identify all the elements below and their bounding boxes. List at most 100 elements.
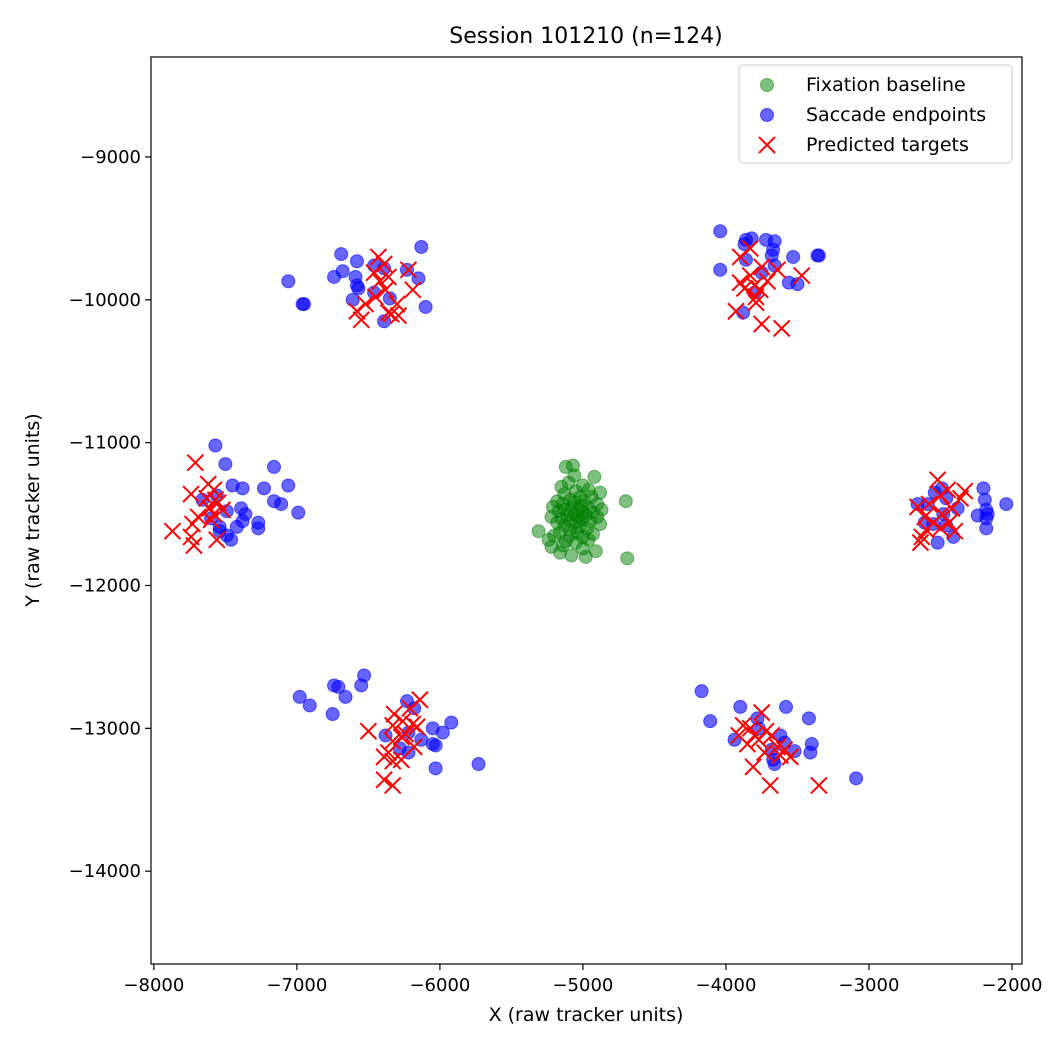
predicted-target-point	[755, 743, 774, 762]
predicted-target-point	[908, 498, 927, 516]
predicted-target-point	[366, 288, 385, 306]
y-tick-label: −12000	[69, 575, 141, 596]
saccade-endpoint-point	[801, 711, 816, 726]
predicted-target-point	[735, 279, 754, 298]
predicted-target-point	[375, 748, 393, 766]
predicted-target-point	[940, 513, 958, 532]
saccade-endpoint-point	[999, 497, 1014, 512]
legend-label-fixation: Fixation baseline	[806, 74, 966, 96]
predicted-target-point	[382, 305, 400, 323]
saccade-endpoint-point	[218, 457, 233, 472]
saccade-endpoint-point	[414, 239, 429, 254]
predicted-target-point	[773, 319, 791, 338]
saccade-endpoint-point	[378, 728, 393, 743]
legend-marker-saccade	[760, 108, 774, 122]
saccade-endpoint-point	[400, 262, 415, 277]
y-tick-label: −11000	[69, 433, 141, 454]
saccade-endpoint-point	[325, 707, 340, 722]
predicted-target-point	[938, 481, 957, 499]
predicted-target-point	[352, 311, 370, 329]
predicted-target-point	[931, 519, 950, 538]
saccade-endpoint-point	[224, 532, 239, 547]
predicted-target-point	[761, 776, 779, 795]
x-axis-label: X (raw tracker units)	[489, 1004, 684, 1026]
legend-label-predicted: Predicted targets	[806, 134, 969, 156]
predicted-target-point	[752, 703, 771, 722]
saccade-endpoint-point	[251, 521, 266, 536]
fixation-point	[531, 524, 546, 539]
predicted-target-point	[747, 293, 765, 312]
saccade-endpoint-point	[327, 269, 342, 284]
saccade-endpoint-point	[713, 262, 728, 277]
saccade-endpoint-point	[767, 757, 782, 772]
predicted-target-point	[379, 303, 398, 322]
predicted-target-point	[943, 499, 961, 518]
saccade-endpoint-point	[694, 684, 709, 699]
saccade-endpoint-point	[428, 738, 443, 753]
predicted-target-point	[738, 735, 757, 753]
x-tick-label: −4000	[696, 975, 757, 996]
predicted-target-point	[369, 248, 388, 266]
saccade-endpoint-point	[281, 274, 296, 289]
y-tick-label: −10000	[69, 290, 141, 311]
x-tick-label: −2000	[982, 975, 1043, 996]
predicted-target-point	[731, 248, 749, 266]
predicted-target-point	[202, 511, 220, 529]
saccade-endpoint-point	[274, 497, 289, 512]
predicted-target-point	[383, 716, 402, 735]
y-tick-label: −9000	[80, 147, 141, 168]
predicted-target-point	[348, 302, 366, 320]
saccade-endpoint-point	[407, 701, 422, 716]
saccade-endpoint-point	[235, 481, 250, 496]
saccade-endpoint-point	[208, 438, 223, 453]
saccade-endpoint-point	[737, 237, 752, 252]
chart-title: Session 101210 (n=124)	[449, 24, 722, 49]
predicted-target-point	[213, 501, 232, 519]
fixation-point	[564, 548, 579, 563]
legend-marker-fixation	[760, 78, 774, 92]
predicted-target-point	[781, 748, 800, 766]
saccade-endpoint-point	[349, 254, 364, 269]
saccade-endpoint-point	[930, 535, 945, 550]
x-axis: −8000 −7000 −6000 −5000 −4000 −3000 −2000	[123, 964, 1042, 996]
x-tick-label: −3000	[839, 975, 900, 996]
saccade-endpoint-point	[779, 699, 794, 714]
x-tick-label: −5000	[552, 975, 613, 996]
legend: Fixation baseline Saccade endpoints Pred…	[738, 64, 1013, 164]
predicted-target-point	[411, 691, 429, 709]
saccade-endpoint-point	[382, 291, 397, 306]
x-tick-label: −7000	[266, 975, 327, 996]
saccade-endpoint-point	[976, 481, 991, 496]
predicted-target-point	[752, 315, 771, 333]
predicted-target-point	[396, 725, 415, 743]
saccade-endpoint-point	[418, 299, 433, 314]
predicted-target-point	[758, 272, 777, 290]
saccade-endpoint-point	[291, 505, 306, 520]
predicted-target-point	[389, 306, 408, 325]
saccade-endpoint-point	[266, 459, 281, 474]
legend-marker-predicted	[758, 136, 776, 154]
predicted-target-point	[356, 295, 375, 313]
y-tick-label: −13000	[69, 718, 141, 739]
predicted-target-point	[750, 731, 768, 749]
predicted-target-point	[375, 255, 393, 273]
predicted-target-point	[913, 528, 931, 546]
predicted-target-point	[383, 752, 402, 770]
x-tick-label: −6000	[409, 975, 470, 996]
saccade-endpoint-point	[302, 698, 317, 713]
saccade-endpoint-point	[297, 297, 312, 312]
saccade-endpoint-point	[338, 689, 353, 704]
saccade-endpoint-point	[936, 507, 951, 522]
predicted-target-point	[747, 288, 765, 306]
saccade-endpoint-point	[428, 761, 443, 776]
saccade-endpoint-point	[713, 224, 728, 239]
saccade-endpoint-point	[733, 699, 748, 714]
saccade-endpoint-point	[787, 744, 802, 759]
series-2	[163, 239, 974, 795]
predicted-target-point	[911, 533, 930, 552]
predicted-target-point	[205, 505, 223, 523]
saccade-endpoint-point	[786, 249, 801, 264]
y-axis-label: Y (raw tracker units)	[22, 413, 44, 607]
y-axis: −9000 −10000 −11000 −12000 −13000 −14000	[69, 147, 151, 882]
predicted-target-point	[727, 302, 745, 320]
